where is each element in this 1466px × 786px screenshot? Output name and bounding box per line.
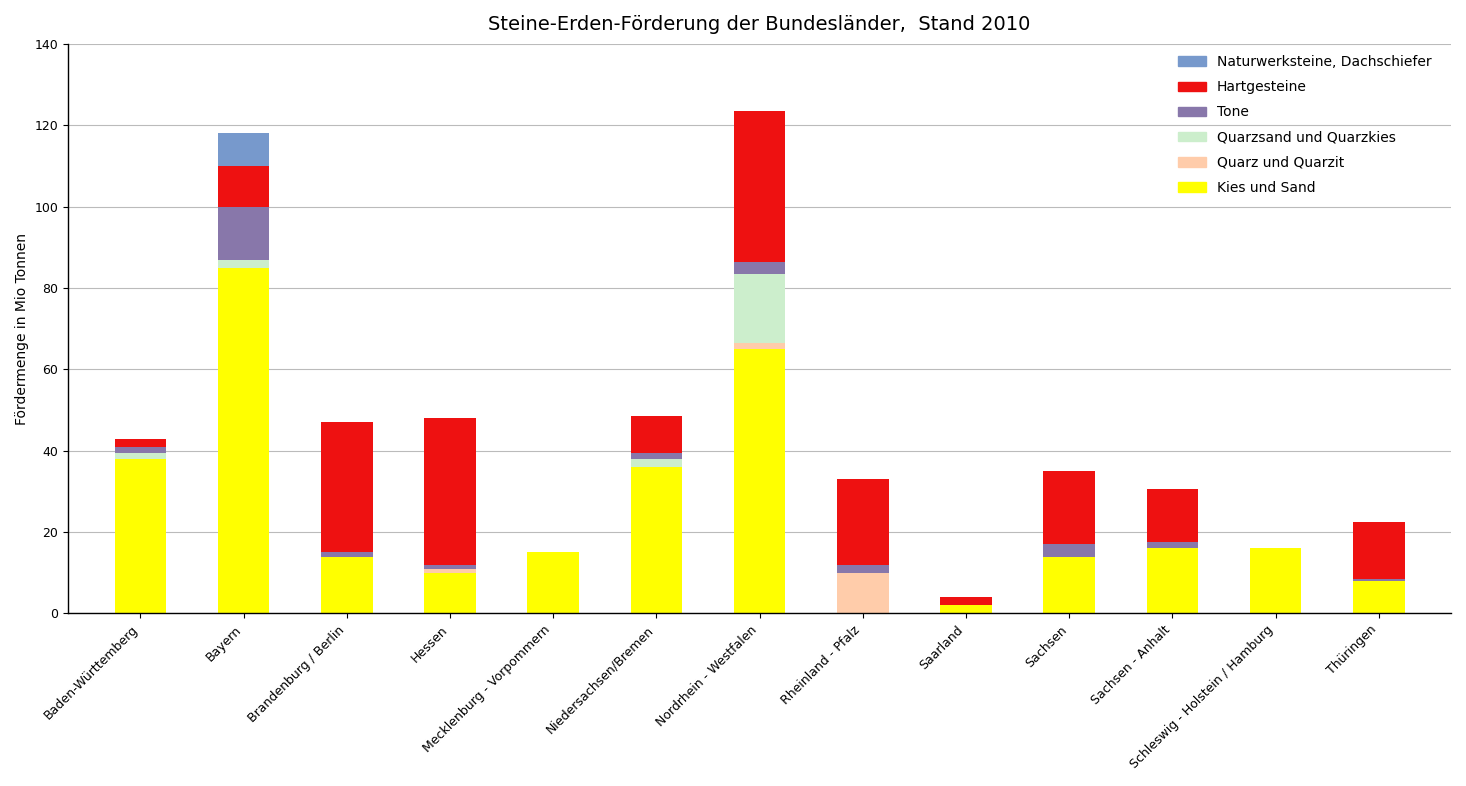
Bar bbox=[114, 453, 166, 459]
Bar bbox=[114, 459, 166, 614]
Bar bbox=[321, 553, 372, 556]
Bar bbox=[424, 564, 476, 569]
Bar bbox=[114, 439, 166, 446]
Bar bbox=[734, 111, 786, 262]
Bar bbox=[630, 453, 682, 459]
Bar bbox=[1146, 549, 1198, 614]
Bar bbox=[321, 422, 372, 553]
Bar bbox=[734, 343, 786, 349]
Bar bbox=[1044, 545, 1095, 556]
Bar bbox=[734, 349, 786, 614]
Bar bbox=[734, 262, 786, 274]
Bar bbox=[218, 134, 270, 166]
Bar bbox=[1146, 542, 1198, 549]
Bar bbox=[424, 569, 476, 573]
Title: Steine-Erden-Förderung der Bundesländer,  Stand 2010: Steine-Erden-Förderung der Bundesländer,… bbox=[488, 15, 1031, 34]
Bar bbox=[114, 446, 166, 453]
Bar bbox=[1249, 549, 1302, 614]
Bar bbox=[1353, 522, 1404, 579]
Bar bbox=[1353, 579, 1404, 581]
Bar bbox=[630, 467, 682, 614]
Bar bbox=[630, 416, 682, 453]
Bar bbox=[837, 573, 888, 614]
Bar bbox=[1146, 490, 1198, 542]
Y-axis label: Fördermenge in Mio Tonnen: Fördermenge in Mio Tonnen bbox=[15, 233, 29, 424]
Bar bbox=[218, 268, 270, 614]
Bar bbox=[630, 459, 682, 467]
Bar bbox=[218, 207, 270, 259]
Bar bbox=[218, 166, 270, 207]
Bar bbox=[940, 605, 992, 614]
Bar bbox=[940, 597, 992, 605]
Bar bbox=[424, 418, 476, 564]
Bar bbox=[218, 259, 270, 268]
Bar bbox=[1353, 581, 1404, 614]
Bar bbox=[1044, 556, 1095, 614]
Bar bbox=[837, 479, 888, 564]
Bar bbox=[321, 556, 372, 614]
Legend: Naturwerksteine, Dachschiefer, Hartgesteine, Tone, Quarzsand und Quarzkies, Quar: Naturwerksteine, Dachschiefer, Hartgeste… bbox=[1173, 50, 1437, 200]
Bar bbox=[734, 274, 786, 343]
Bar bbox=[1044, 471, 1095, 545]
Bar bbox=[528, 553, 579, 614]
Bar bbox=[837, 564, 888, 573]
Bar bbox=[424, 573, 476, 614]
